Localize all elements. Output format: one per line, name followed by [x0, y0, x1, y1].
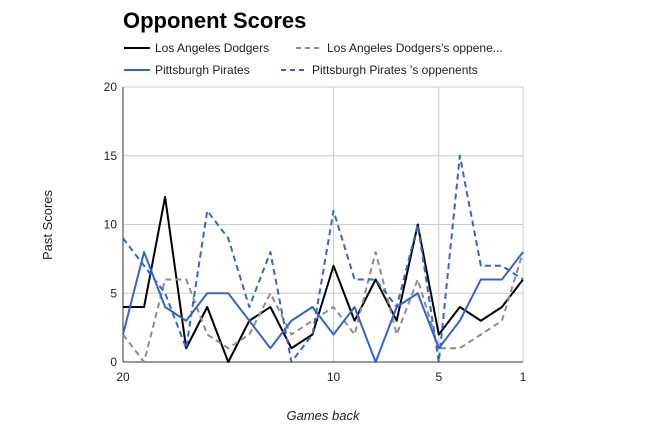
- y-tick-label: 10: [104, 218, 118, 232]
- x-axis-ticks: 20 10 5 1: [116, 370, 526, 384]
- series-line-4: [122, 154, 524, 363]
- x-axis-title: Games back: [287, 408, 361, 423]
- x-tick-label: 1: [520, 370, 527, 384]
- chart-title: Opponent Scores: [123, 8, 306, 33]
- y-tick-label: 0: [110, 355, 117, 369]
- y-tick-label: 15: [104, 149, 118, 163]
- series-lines: [122, 154, 524, 363]
- x-tick-label: 20: [116, 370, 130, 384]
- legend-label-3: Pittsburgh Pirates: [155, 63, 250, 77]
- legend-label-1: Los Angeles Dodgers: [155, 41, 269, 55]
- y-tick-label: 5: [110, 286, 117, 300]
- x-tick-label: 10: [327, 370, 341, 384]
- y-tick-label: 20: [104, 80, 118, 94]
- series-line-1: [123, 196, 524, 363]
- series-line-2: [122, 251, 524, 363]
- legend-label-4: Pittsburgh Pirates 's oppenents: [312, 63, 478, 77]
- grid: [123, 86, 524, 362]
- legend: Los Angeles Dodgers Los Angeles Dodgers's…: [124, 41, 503, 77]
- y-axis-title: Past Scores: [40, 189, 55, 260]
- series-line-3: [122, 251, 524, 363]
- x-tick-label: 5: [435, 370, 442, 384]
- y-axis-ticks: 0 5 10 15 20: [104, 80, 118, 369]
- axes: [122, 87, 523, 363]
- legend-label-2: Los Angeles Dodgers's oppene...: [327, 41, 503, 55]
